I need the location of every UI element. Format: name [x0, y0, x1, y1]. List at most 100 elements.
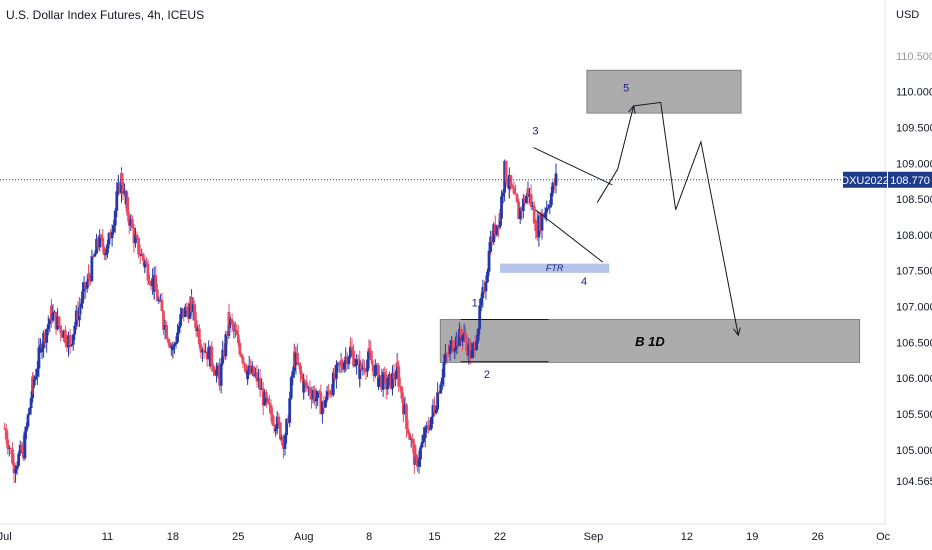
candle: [127, 211, 131, 234]
y-tick-label: 105.500: [896, 409, 932, 421]
candle: [53, 310, 56, 314]
candle: [434, 405, 438, 415]
candle-body: [489, 236, 493, 252]
candle: [440, 368, 444, 390]
candle-body: [88, 279, 92, 281]
candle: [180, 307, 184, 314]
candle-body: [442, 362, 446, 364]
candle-body: [526, 188, 530, 197]
candle-body: [537, 215, 541, 238]
candle: [378, 375, 382, 387]
candle: [90, 249, 94, 283]
zone-box-2: [499, 263, 610, 273]
candle: [40, 344, 44, 359]
x-tick-label: 11: [102, 531, 113, 543]
candle: [264, 397, 268, 404]
candle-body: [302, 381, 306, 393]
candle-body: [358, 364, 362, 379]
y-tick-label: 107.000: [896, 302, 932, 314]
candle-body: [283, 445, 287, 449]
candle: [247, 355, 251, 375]
candle-body: [529, 194, 533, 207]
candle-body: [335, 364, 338, 379]
candle-body: [512, 187, 516, 194]
candle: [134, 230, 137, 238]
candle: [291, 366, 295, 386]
candle-body: [308, 387, 312, 395]
candle-body: [134, 234, 137, 237]
candle: [375, 362, 379, 375]
candle-body: [311, 390, 315, 395]
candle: [65, 335, 69, 352]
symbol-tag: [843, 171, 887, 188]
candle: [56, 308, 60, 331]
candle-body: [188, 303, 192, 319]
candle-body: [275, 416, 279, 429]
candle: [495, 225, 499, 237]
candle-body: [303, 381, 307, 383]
candle-body: [391, 372, 394, 389]
candle-body: [355, 359, 359, 366]
candle-body: [277, 416, 281, 424]
candle: [537, 211, 541, 247]
candle-body: [138, 254, 142, 256]
x-tick-label: 12: [681, 531, 693, 543]
candle: [353, 358, 357, 368]
candle: [85, 275, 89, 293]
candle: [338, 362, 341, 373]
candle-body: [487, 250, 491, 272]
candle: [4, 424, 8, 445]
candle: [76, 301, 80, 327]
candle: [444, 343, 447, 365]
candle-body: [132, 227, 136, 244]
candle-body: [37, 347, 41, 369]
candle: [252, 365, 256, 378]
candle-body: [213, 371, 217, 376]
candle: [285, 418, 288, 444]
candle-body: [182, 308, 186, 317]
candle: [411, 433, 415, 454]
candle: [454, 331, 458, 355]
candle-body: [162, 325, 165, 330]
candle-body: [549, 193, 553, 206]
candle-body: [92, 256, 95, 258]
candle-body: [400, 386, 404, 399]
candle-body: [140, 254, 144, 256]
y-tick-label: 108.500: [896, 194, 932, 206]
candle: [377, 377, 380, 391]
candle-body: [146, 263, 150, 281]
candle-body: [405, 404, 408, 422]
candle-body: [509, 174, 513, 186]
candle-body: [514, 193, 517, 195]
candle-body: [244, 364, 248, 373]
candle: [202, 342, 206, 359]
candle: [249, 359, 253, 375]
candle: [151, 268, 155, 295]
candle-body: [462, 333, 466, 336]
candle: [185, 302, 189, 316]
candle-body: [306, 387, 310, 389]
candle: [18, 440, 22, 456]
candle: [283, 433, 287, 447]
annotations-layer: 1 2 3 4 5: [472, 83, 630, 382]
candle: [21, 435, 25, 461]
candle: [152, 266, 156, 300]
candle: [482, 280, 486, 294]
time-axis: Jul 11 18 25 Aug 8 15 22 Sep 12 19 26 Oc: [0, 531, 891, 543]
candle-body: [476, 329, 480, 342]
candle-body: [190, 297, 193, 313]
candle: [141, 252, 145, 266]
candle-body: [126, 197, 130, 216]
candle: [213, 366, 217, 376]
candle-body: [436, 392, 440, 410]
candle: [350, 338, 354, 357]
candle: [102, 245, 106, 261]
candle: [461, 334, 464, 347]
candle: [549, 186, 553, 208]
candle: [545, 200, 549, 216]
candle-body: [291, 371, 295, 378]
candle: [165, 321, 169, 340]
candle-body: [377, 365, 380, 387]
candle: [88, 275, 92, 286]
